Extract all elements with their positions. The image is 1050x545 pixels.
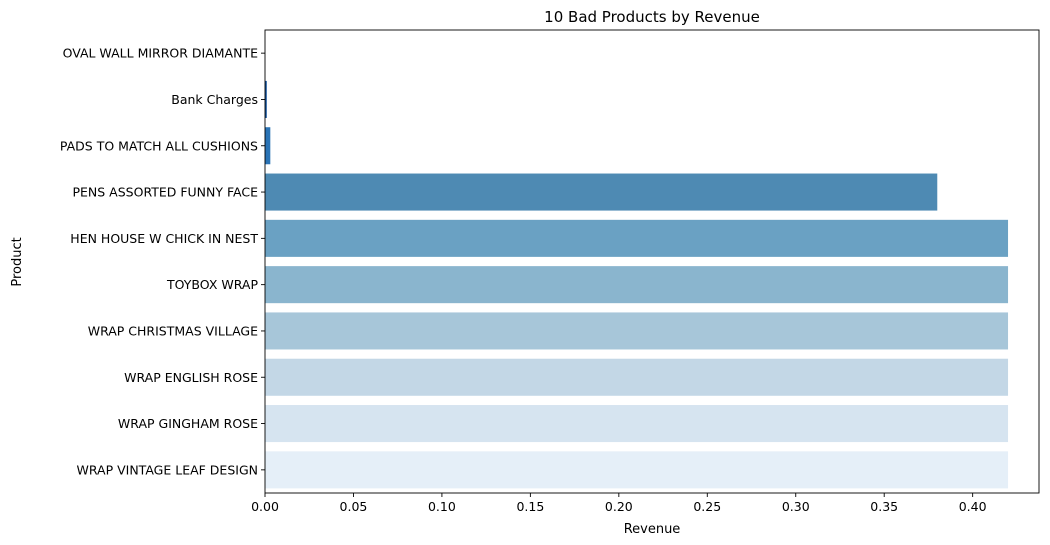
y-tick-label: WRAP VINTAGE LEAF DESIGN	[76, 462, 258, 477]
y-tick-label: Bank Charges	[171, 92, 258, 107]
bar	[265, 219, 1009, 257]
bar	[265, 173, 938, 211]
x-tick-label: 0.30	[782, 499, 810, 514]
y-tick-label: WRAP GINGHAM ROSE	[118, 416, 258, 431]
x-axis: 0.00 0.05 0.10 0.15 0.20 0.25 0.30 0.35 0.40	[251, 493, 987, 514]
bar	[265, 127, 271, 165]
chart-title: 10 Bad Products by Revenue	[544, 8, 760, 26]
bars	[265, 80, 1009, 489]
x-tick-label: 0.05	[340, 499, 368, 514]
plot-frame	[264, 29, 1040, 494]
y-tick-label: PADS TO MATCH ALL CUSHIONS	[60, 138, 258, 153]
bar	[265, 80, 267, 118]
x-tick-label: 0.00	[251, 499, 279, 514]
bar	[265, 266, 1009, 304]
y-tick-label: WRAP ENGLISH ROSE	[124, 370, 258, 385]
bar	[265, 451, 1009, 489]
y-tick-label: WRAP CHRISTMAS VILLAGE	[88, 323, 258, 338]
x-tick-label: 0.10	[428, 499, 456, 514]
y-axis: OVAL WALL MIRROR DIAMANTE Bank Charges PA…	[60, 46, 265, 477]
y-tick-label: OVAL WALL MIRROR DIAMANTE	[63, 46, 259, 61]
y-axis-label: Product	[10, 237, 25, 286]
y-tick-label: HEN HOUSE W CHICK IN NEST	[70, 231, 258, 246]
y-tick-label: TOYBOX WRAP	[166, 277, 258, 292]
bar	[265, 358, 1009, 396]
bar	[265, 405, 1009, 443]
y-tick-label: PENS ASSORTED FUNNY FACE	[72, 185, 258, 200]
x-tick-label: 0.40	[959, 499, 987, 514]
x-tick-label: 0.15	[516, 499, 544, 514]
bar	[265, 312, 1009, 350]
x-tick-label: 0.25	[693, 499, 721, 514]
x-tick-label: 0.35	[870, 499, 898, 514]
x-tick-label: 0.20	[605, 499, 633, 514]
x-axis-label: Revenue	[624, 522, 681, 537]
